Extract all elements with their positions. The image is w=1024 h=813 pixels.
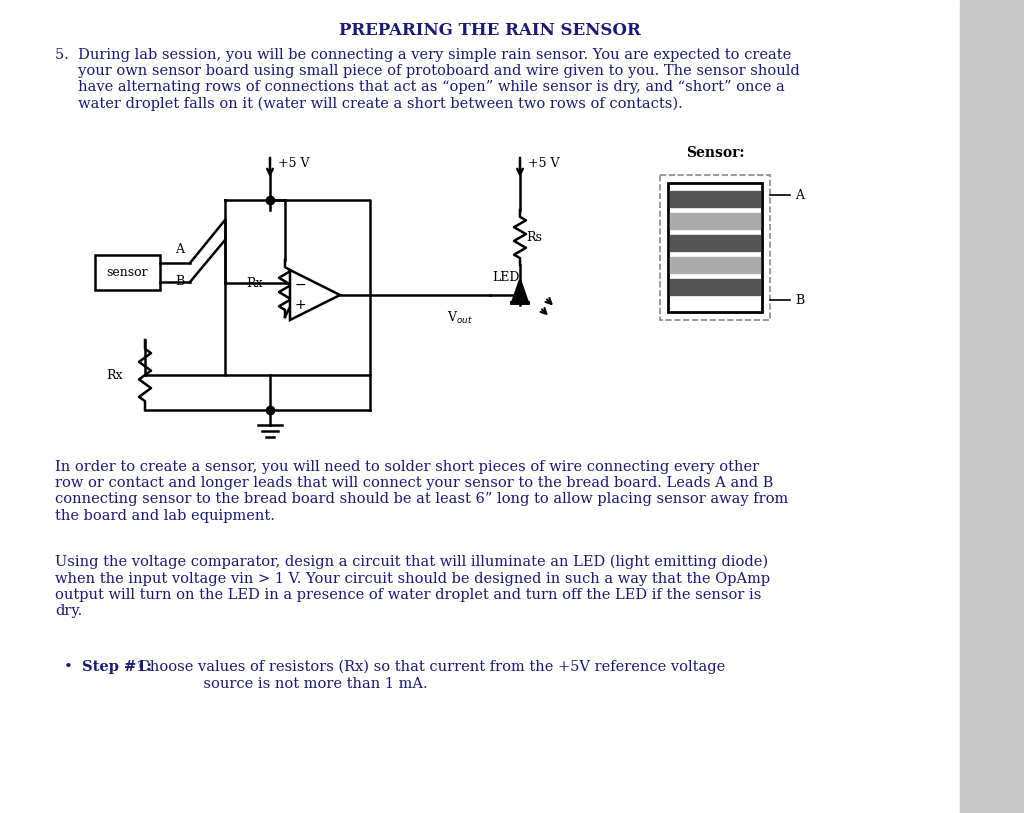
- Bar: [670, 257, 760, 273]
- Text: A: A: [795, 189, 804, 202]
- Text: Rx: Rx: [106, 368, 123, 381]
- Bar: [670, 191, 760, 207]
- Text: PREPARING THE RAIN SENSOR: PREPARING THE RAIN SENSOR: [339, 22, 641, 39]
- Text: In order to create a sensor, you will need to solder short pieces of wire connec: In order to create a sensor, you will ne…: [55, 460, 788, 523]
- Text: Rs: Rs: [526, 231, 542, 244]
- Text: B: B: [795, 293, 804, 307]
- Text: B: B: [175, 275, 184, 288]
- Text: +5 V: +5 V: [528, 157, 559, 170]
- Text: •: •: [63, 660, 73, 674]
- Bar: [660, 175, 770, 320]
- Text: 5.  During lab session, you will be connecting a very simple rain sensor. You ar: 5. During lab session, you will be conne…: [55, 48, 800, 111]
- Text: −: −: [295, 278, 306, 292]
- Text: Rx: Rx: [247, 277, 263, 290]
- Text: Sensor:: Sensor:: [686, 146, 744, 160]
- Bar: [670, 213, 760, 229]
- Text: +5 V: +5 V: [278, 157, 309, 170]
- Text: A: A: [175, 243, 184, 256]
- Bar: [95, 255, 160, 290]
- Bar: [668, 183, 762, 312]
- Text: sensor: sensor: [106, 266, 148, 279]
- Text: LED: LED: [492, 271, 519, 284]
- Polygon shape: [290, 270, 340, 320]
- Text: Choose values of resistors (Rx) so that current from the +5V reference voltage
 : Choose values of resistors (Rx) so that …: [134, 660, 725, 690]
- Text: V$_{out}$: V$_{out}$: [447, 310, 473, 326]
- Bar: [961, 0, 1024, 813]
- Text: +: +: [295, 298, 306, 312]
- Bar: [670, 279, 760, 295]
- Polygon shape: [512, 280, 528, 303]
- Text: Using the voltage comparator, design a circuit that will illuminate an LED (ligh: Using the voltage comparator, design a c…: [55, 555, 770, 618]
- Text: Step #1:: Step #1:: [82, 660, 152, 674]
- Bar: [670, 235, 760, 251]
